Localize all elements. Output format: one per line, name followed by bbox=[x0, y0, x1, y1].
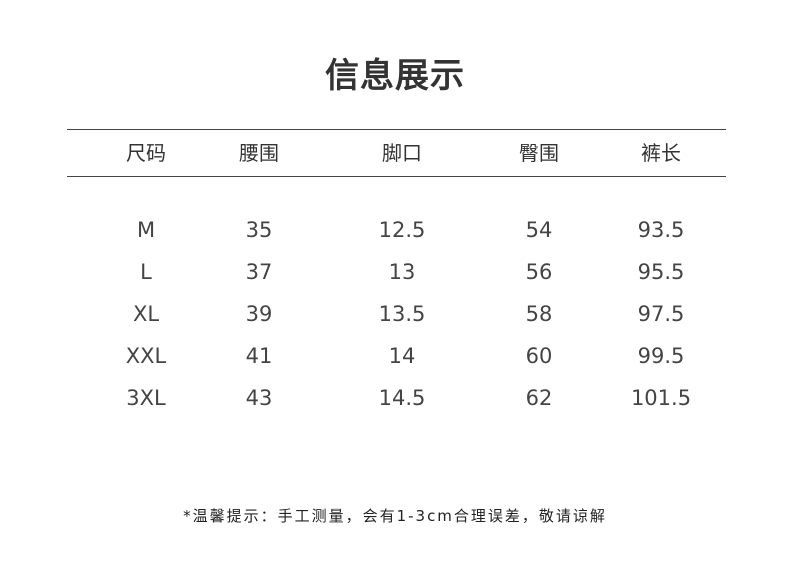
measurement-note: *温馨提示：手工测量，会有1-3cm合理误差，敬请谅解 bbox=[183, 507, 607, 525]
table-cell: 37 bbox=[245, 260, 273, 284]
table-cell: 62 bbox=[525, 386, 553, 410]
table-cell: 41 bbox=[245, 344, 273, 368]
table-cell: 60 bbox=[525, 344, 553, 368]
header-hem: 脚口 bbox=[382, 141, 422, 165]
table-cell: M bbox=[136, 218, 156, 242]
table-top-divider bbox=[67, 129, 726, 130]
table-cell: 35 bbox=[245, 218, 273, 242]
table-cell: 13 bbox=[388, 260, 416, 284]
table-row: L 37 13 56 95.5 bbox=[0, 257, 790, 287]
header-waist: 腰围 bbox=[239, 141, 279, 165]
table-cell: 54 bbox=[525, 218, 553, 242]
table-cell: 58 bbox=[525, 302, 553, 326]
table-cell: 93.5 bbox=[637, 218, 685, 242]
table-cell: 95.5 bbox=[637, 260, 685, 284]
table-row: M 35 12.5 54 93.5 bbox=[0, 215, 790, 245]
table-header-row: 尺码 腰围 脚口 臀围 裤长 bbox=[0, 138, 790, 168]
table-cell: 56 bbox=[525, 260, 553, 284]
table-cell: 13.5 bbox=[378, 302, 426, 326]
table-cell: 101.5 bbox=[630, 386, 692, 410]
table-cell: 43 bbox=[245, 386, 273, 410]
table-cell: 14.5 bbox=[378, 386, 426, 410]
table-cell: 99.5 bbox=[637, 344, 685, 368]
table-row: 3XL 43 14.5 62 101.5 bbox=[0, 383, 790, 413]
table-cell: 12.5 bbox=[378, 218, 426, 242]
table-cell: 14 bbox=[388, 344, 416, 368]
table-cell: XXL bbox=[125, 344, 167, 368]
header-length: 裤长 bbox=[641, 141, 681, 165]
header-hip: 臀围 bbox=[519, 141, 559, 165]
table-cell: 97.5 bbox=[637, 302, 685, 326]
table-row: XL 39 13.5 58 97.5 bbox=[0, 299, 790, 329]
table-cell: 39 bbox=[245, 302, 273, 326]
table-cell: XL bbox=[132, 302, 160, 326]
table-row: XXL 41 14 60 99.5 bbox=[0, 341, 790, 371]
page-title: 信息展示 bbox=[325, 56, 465, 96]
table-cell: 3XL bbox=[126, 386, 166, 410]
table-cell: L bbox=[140, 260, 152, 284]
header-size: 尺码 bbox=[126, 141, 166, 165]
table-header-divider bbox=[67, 176, 726, 177]
